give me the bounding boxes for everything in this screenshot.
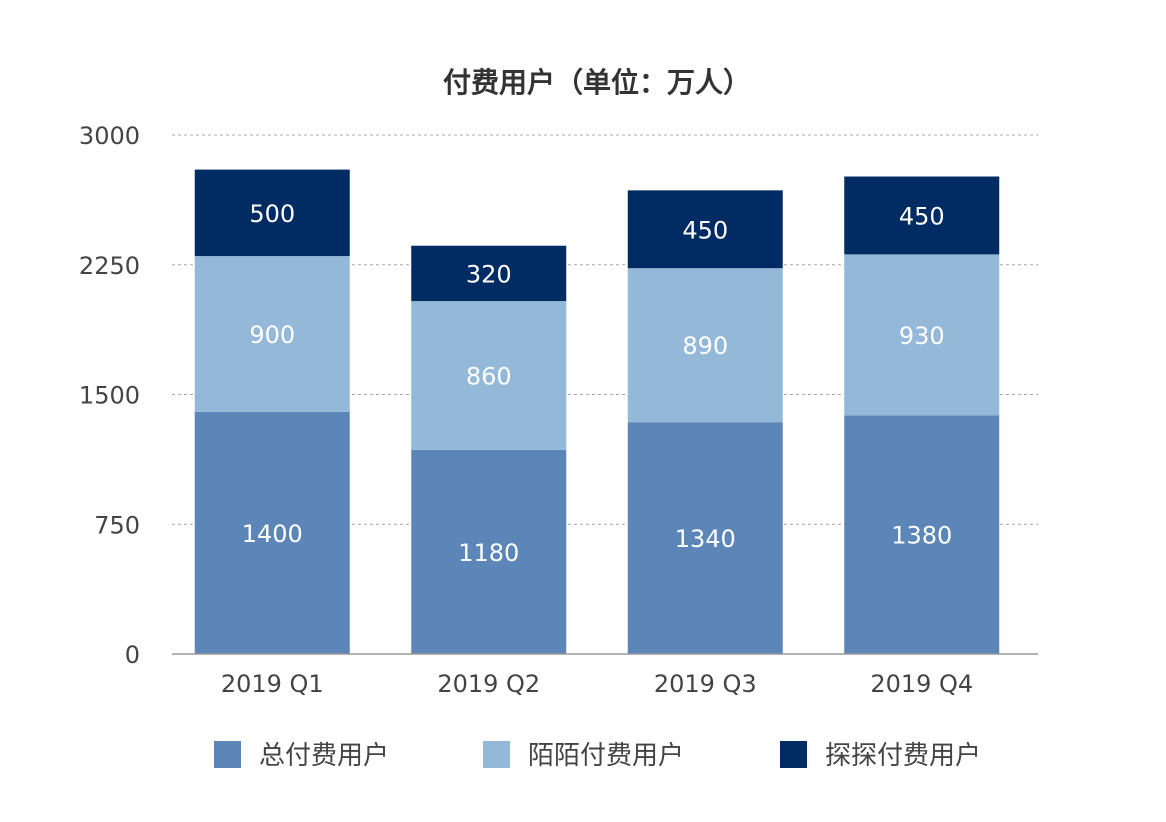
legend: 总付费用户 陌陌付费用户 探探付费用户 (214, 741, 981, 771)
bar-segment (194, 169, 350, 257)
legend-item: 总付费用户 (214, 741, 389, 771)
x-tick-label: 2019 Q4 (870, 670, 973, 698)
y-tick-label: 0 (125, 641, 140, 669)
legend-item: 探探付费用户 (780, 741, 981, 771)
legend-swatch (214, 741, 241, 768)
legend-swatch (483, 741, 510, 768)
data-labels: 1400 900 500 1180 860 320 1340 890 450 1380 930 450 (242, 200, 953, 567)
bar-segment (627, 422, 783, 654)
data-label: 450 (899, 202, 945, 230)
x-tick-label: 2019 Q2 (437, 670, 540, 698)
data-label: 900 (249, 321, 295, 349)
bar-segment (844, 176, 1000, 255)
data-label: 930 (899, 322, 945, 350)
legend-label: 总付费用户 (259, 741, 389, 771)
bar-segment (844, 254, 1000, 416)
data-label: 450 (682, 216, 728, 244)
chart-title: 付费用户（单位：万人） (443, 66, 751, 99)
bars (194, 169, 1000, 654)
data-label: 500 (249, 200, 295, 228)
bar-segment (627, 190, 783, 269)
legend-label: 探探付费用户 (825, 741, 981, 771)
y-tick-label: 750 (94, 511, 140, 539)
bar-segment (844, 415, 1000, 654)
data-label: 1340 (675, 525, 736, 553)
y-tick-label: 1500 (79, 382, 140, 410)
data-label: 1180 (458, 539, 519, 567)
data-label: 320 (466, 260, 512, 288)
bar-segment (411, 301, 567, 450)
y-tick-label: 2250 (79, 252, 140, 280)
bar-segment (194, 411, 350, 654)
data-label: 860 (466, 362, 512, 390)
data-label: 1400 (242, 520, 303, 548)
y-tick-label: 3000 (79, 122, 140, 150)
x-tick-label: 2019 Q3 (654, 670, 757, 698)
bar-segment (194, 256, 350, 412)
legend-label: 陌陌付费用户 (528, 741, 684, 771)
data-label: 890 (682, 332, 728, 360)
axes: 0 750 1500 2250 3000 2019 Q1 2019 Q2 2019 Q3 201… (79, 122, 1038, 698)
bar-segment (411, 245, 567, 302)
legend-item: 陌陌付费用户 (483, 741, 684, 771)
x-tick-label: 2019 Q1 (221, 670, 324, 698)
data-label: 1380 (891, 522, 952, 550)
legend-swatch (780, 741, 807, 768)
bar-segment (627, 268, 783, 423)
bar-segment (411, 449, 567, 654)
